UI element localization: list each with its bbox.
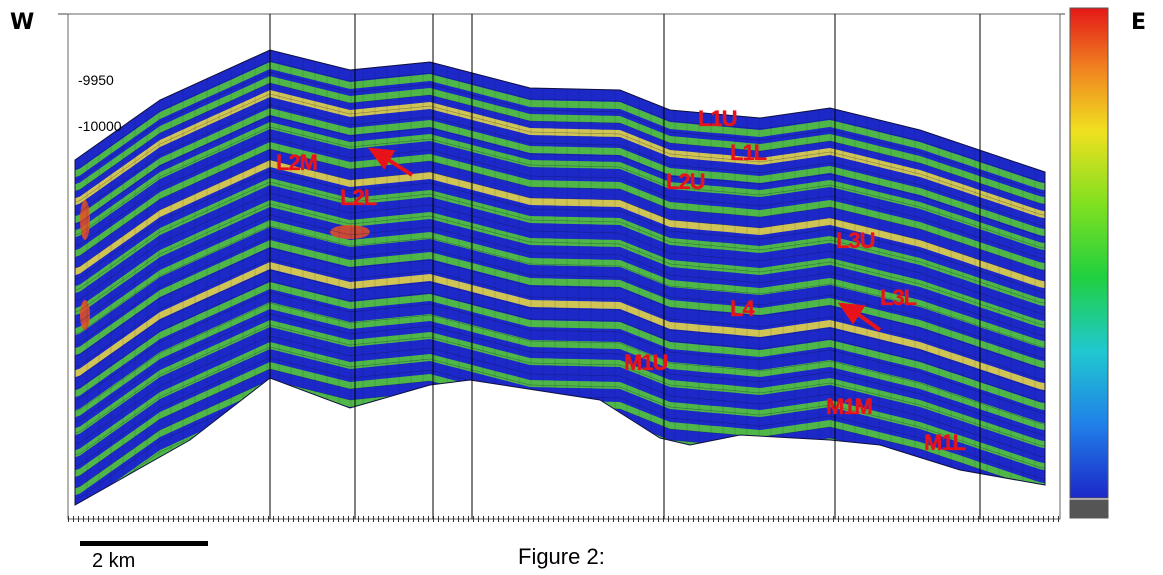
cell-gridline: [75, 71, 1045, 195]
cell-gridline: [75, 269, 1045, 393]
cell-gridline: [75, 115, 1045, 239]
cell-gridline: [75, 93, 1045, 217]
cell-gridline: [75, 280, 1045, 404]
well-lines: [269, 14, 981, 519]
section-outline: [74, 49, 1046, 506]
cell-gridline: [75, 203, 1045, 327]
cell-gridline: [75, 225, 1045, 349]
arrow-head: [367, 147, 396, 170]
cell-gridline: [75, 104, 1045, 228]
cell-gridline: [75, 302, 1045, 426]
figure-caption: Figure 2:: [518, 544, 605, 569]
zone-label-l4: L4: [730, 296, 755, 321]
zone-label-l1l: L1L: [730, 140, 767, 165]
property-hotspot: [330, 225, 370, 239]
zone-label-l2l: L2L: [340, 185, 377, 210]
colorbar-null-swatch: [1069, 499, 1109, 519]
east-label: E: [1131, 10, 1147, 35]
scale-bar: [80, 541, 208, 546]
cell-gridline: [75, 60, 1045, 184]
arrow-l3l: [837, 302, 882, 332]
zone-label-l1u: L1U: [698, 106, 738, 131]
cell-gridline: [75, 214, 1045, 338]
cell-gridline: [75, 258, 1045, 382]
y-tick-label: -9950: [78, 72, 114, 88]
cell-gridline: [75, 324, 1045, 448]
zone-label-l2u: L2U: [666, 169, 706, 194]
cell-gridline: [75, 291, 1045, 415]
property-bands: [75, 62, 1045, 505]
zone-label-m1u: M1U: [624, 350, 668, 375]
cell-gridline: [75, 126, 1045, 250]
cell-gridline: [75, 236, 1045, 360]
y-tick-label: -10000: [78, 118, 122, 134]
cell-gridline: [75, 335, 1045, 459]
property-hotspot: [80, 300, 90, 330]
cell-gridline: [75, 82, 1045, 206]
zone-label-m1l: M1L: [924, 430, 966, 455]
cell-gridline: [75, 181, 1045, 305]
zone-label-l3l: L3L: [880, 285, 917, 310]
west-label: W: [10, 10, 35, 35]
scale-bar-label: 2 km: [92, 550, 136, 572]
cell-gridline: [75, 137, 1045, 261]
property-hotspot: [80, 200, 90, 240]
cell-gridline: [75, 170, 1045, 294]
cell-gridline: [75, 313, 1045, 437]
cell-gridline: [75, 247, 1045, 371]
cell-gridline: [75, 148, 1045, 272]
zone-label-m1m: M1M: [826, 394, 873, 419]
cell-gridline: [75, 346, 1045, 470]
zone-label-l2m: L2M: [276, 150, 318, 175]
cell-gridline: [75, 159, 1045, 283]
arrow-l2l: [367, 147, 414, 177]
arrow-head: [837, 302, 866, 325]
cell-gridline: [75, 192, 1045, 316]
colorbar: [1069, 7, 1109, 499]
zone-label-l3u: L3U: [836, 228, 876, 253]
